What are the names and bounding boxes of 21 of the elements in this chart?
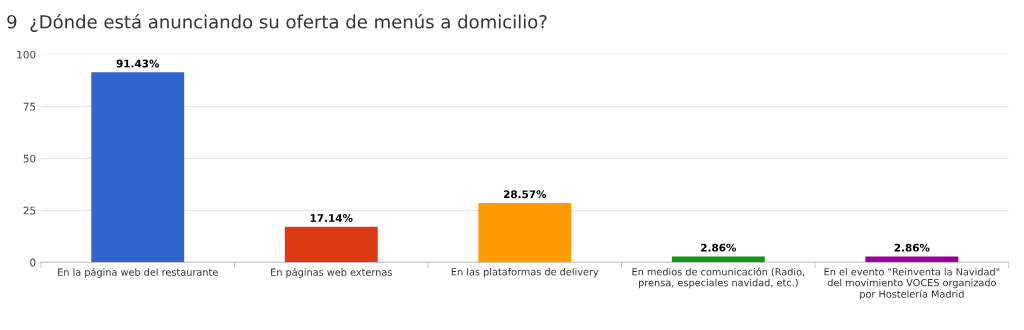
y-tick-label: 0 <box>30 258 36 267</box>
bar <box>865 256 959 263</box>
x-tick-label: En páginas web externas <box>271 267 392 278</box>
bar <box>284 226 378 263</box>
data-label: 2.86% <box>701 243 737 252</box>
x-tick-label: En el evento "Reinventa la Navidad" del movimiento VOCES organizado por Hostelería Madrid <box>824 267 1000 300</box>
y-tick-label: 50 <box>23 154 36 163</box>
bar <box>671 256 765 263</box>
y-tick-label: 25 <box>23 206 36 215</box>
data-label: 2.86% <box>894 243 930 252</box>
x-tick-label: En las plataformas de delivery <box>451 267 599 278</box>
chart-title: 9 ¿Dónde está anunciando su oferta de menús a domicilio? <box>7 13 547 32</box>
data-label: 28.57% <box>503 190 547 199</box>
data-label: 91.43% <box>116 59 160 68</box>
x-tick-label: En la página web del restaurante <box>58 267 218 278</box>
y-tick-label: 100 <box>17 50 36 59</box>
data-label: 17.14% <box>310 214 353 222</box>
bar <box>91 72 185 263</box>
bar <box>478 202 572 263</box>
x-tick-label: En medios de comunicación (Radio, prensa, especiales navidad, etc.) <box>632 267 805 289</box>
y-tick-label: 75 <box>23 102 36 111</box>
